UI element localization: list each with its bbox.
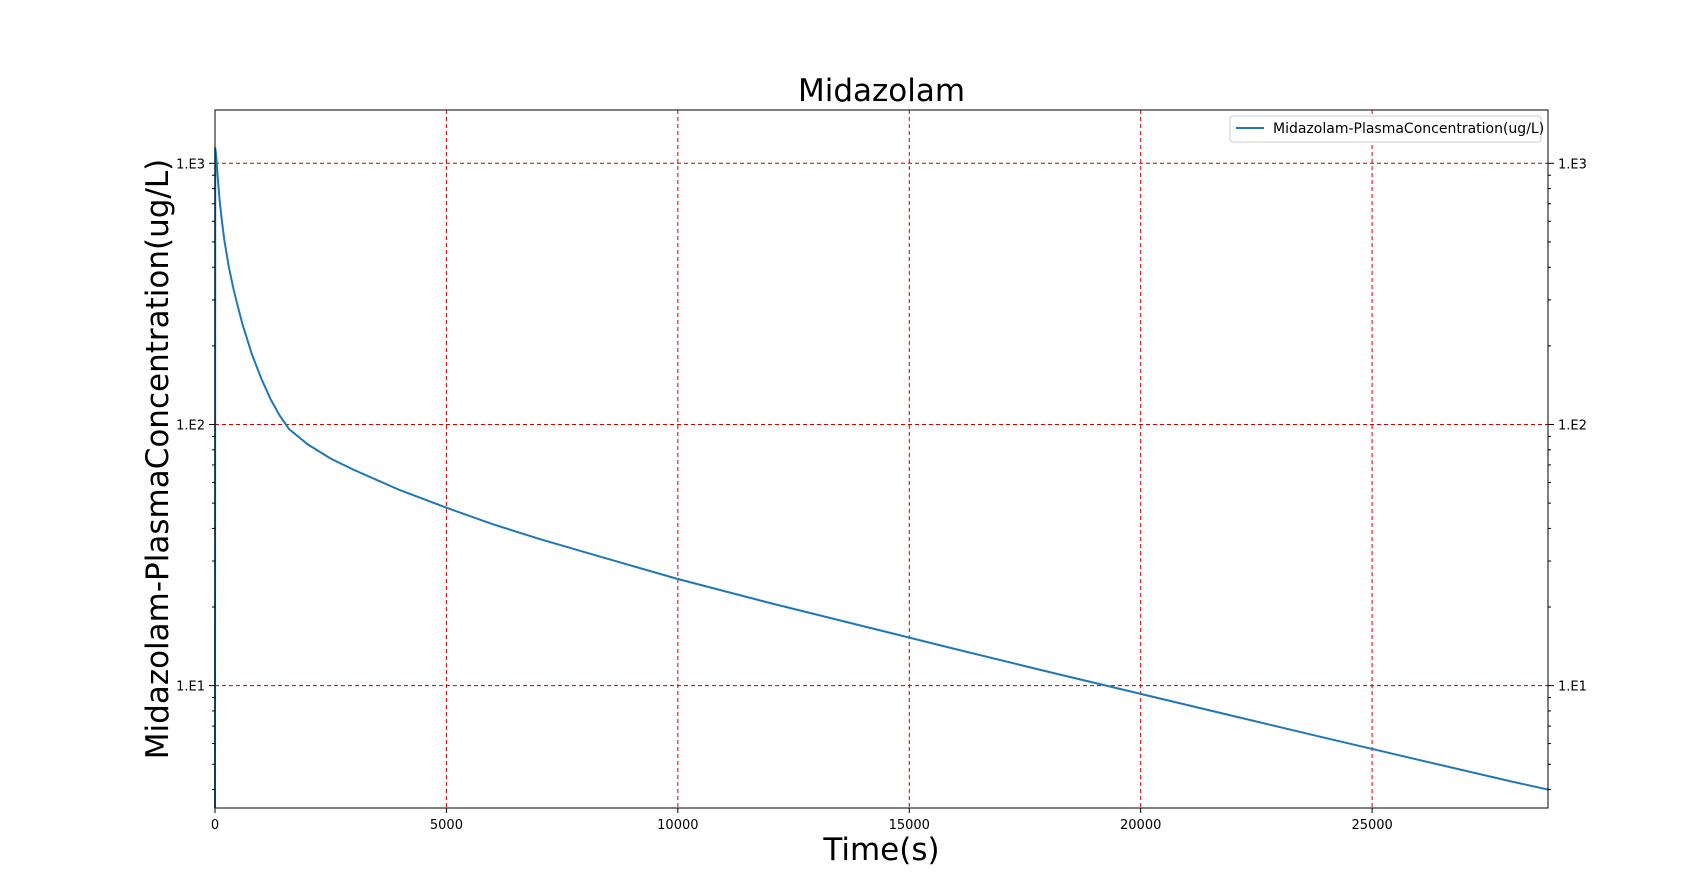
x-tick-label: 0 [211, 818, 219, 833]
y-tick-label-left: 1.E1 [176, 680, 205, 695]
legend-label: Midazolam-PlasmaConcentration(ug/L) [1273, 121, 1544, 137]
x-tick-label: 10000 [657, 818, 698, 833]
y-tick-label-right: 1.E3 [1558, 157, 1587, 172]
legend-box [1229, 115, 1542, 143]
y-tick-label-right: 1.E1 [1558, 680, 1587, 695]
x-tick-label: 25000 [1351, 818, 1392, 833]
x-tick-label: 5000 [430, 818, 463, 833]
y-tick-label-right: 1.E2 [1558, 418, 1587, 433]
series-line-midazolam [214, 147, 1549, 809]
x-tick-label: 15000 [889, 818, 930, 833]
legend: Midazolam-PlasmaConcentration(ug/L) [1229, 115, 1544, 143]
x-axis-label: Time(s) [822, 832, 939, 868]
y-axis-label: Midazolam-PlasmaConcentration(ug/L) [140, 159, 176, 759]
axis-ticks: 0 5000 10000 15000 20000 25000 1.E1 1.E1 1.E2 1.E… [176, 157, 1587, 833]
grid-lines [215, 110, 1548, 808]
chart-title: Midazolam [798, 73, 965, 109]
y-tick-label-left: 1.E2 [176, 418, 205, 433]
x-tick-label: 20000 [1120, 818, 1161, 833]
plot-frame [214, 109, 1549, 809]
y-tick-label-left: 1.E3 [176, 157, 205, 172]
